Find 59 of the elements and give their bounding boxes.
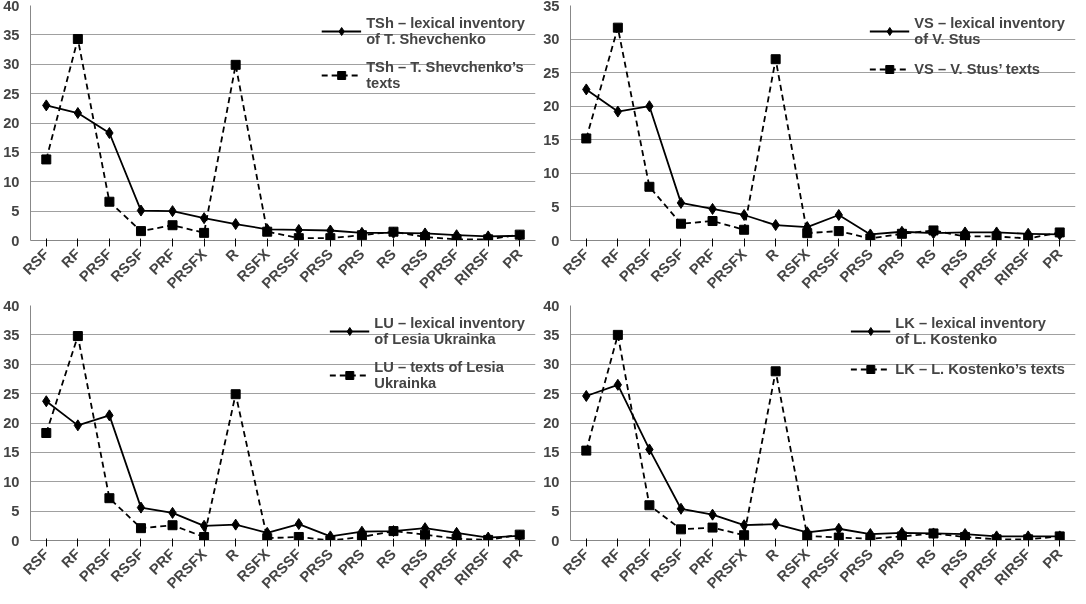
x-tick-label: RS	[373, 545, 400, 572]
y-tick-label: 25	[543, 385, 560, 402]
legend-label: LU – lexical inventory of Lesia Ukrainka	[374, 315, 525, 347]
x-tick-label: RS	[913, 545, 940, 572]
y-tick-label: 5	[551, 198, 560, 215]
y-tick-label: 5	[551, 503, 560, 520]
y-tick-label: 20	[543, 415, 560, 431]
y-tick-label: 5	[11, 203, 20, 220]
y-tick-label: 40	[543, 297, 560, 314]
y-tick-label: 30	[3, 356, 20, 373]
y-tick-label: 35	[3, 326, 20, 343]
x-tick-label: RF	[598, 545, 624, 571]
x-tick-label: R	[222, 245, 242, 265]
x-tick-label: RF	[58, 245, 84, 271]
x-tick-label: R	[762, 545, 782, 565]
y-tick-label: 30	[3, 56, 20, 73]
y-tick-label: 30	[543, 356, 560, 373]
y-tick-label: 15	[3, 444, 20, 461]
y-tick-label: 25	[3, 85, 20, 102]
y-tick-label: 30	[543, 31, 560, 48]
y-tick-label: 15	[543, 444, 560, 461]
y-tick-label: 25	[543, 64, 560, 81]
legend-label: TSh – lexical inventory of T. Shevchenko	[366, 15, 525, 47]
x-tick-label: R	[222, 545, 242, 565]
x-tick-label: PR	[1039, 245, 1066, 272]
y-tick-label: 15	[543, 131, 560, 148]
x-tick-label: RF	[58, 545, 84, 571]
y-tick-label: 40	[3, 0, 20, 14]
y-tick-label: 0	[551, 232, 560, 249]
y-tick-label: 35	[3, 26, 20, 43]
x-tick-label: RS	[913, 245, 940, 272]
y-tick-label: 10	[543, 165, 560, 182]
y-tick-label: 15	[3, 144, 20, 161]
legend-label: VS – V. Stus’ texts	[914, 61, 1041, 77]
legend-label: LK – L. Kostenko’s texts	[895, 361, 1065, 377]
y-tick-label: 10	[3, 473, 20, 490]
y-tick-label: 20	[3, 415, 20, 431]
x-tick-label: RS	[373, 245, 400, 272]
y-tick-label: 10	[3, 173, 20, 190]
y-tick-label: 5	[11, 503, 20, 520]
y-tick-label: 35	[543, 0, 560, 14]
y-tick-label: 20	[543, 98, 560, 115]
x-tick-label: PR	[1039, 545, 1066, 572]
legend-label: VS – lexical inventory of V. Stus	[914, 15, 1065, 47]
x-tick-label: R	[762, 245, 782, 265]
y-tick-label: 0	[551, 532, 560, 549]
legend-label: LK – lexical inventory of L. Kostenko	[895, 315, 1047, 347]
y-tick-label: 40	[3, 297, 20, 314]
legend-label: LU – texts of Lesia Ukrainka	[374, 359, 504, 391]
y-tick-label: 35	[543, 326, 560, 343]
x-tick-label: RF	[598, 245, 624, 271]
x-tick-label: PR	[499, 245, 526, 272]
y-tick-label: 0	[11, 532, 20, 549]
y-tick-label: 20	[3, 115, 20, 131]
y-tick-label: 25	[3, 385, 20, 402]
x-tick-label: PR	[499, 545, 526, 572]
legend-label: TSh – T. Shevchenko’s texts	[366, 59, 524, 91]
y-tick-label: 10	[543, 473, 560, 490]
y-tick-label: 0	[11, 232, 20, 249]
